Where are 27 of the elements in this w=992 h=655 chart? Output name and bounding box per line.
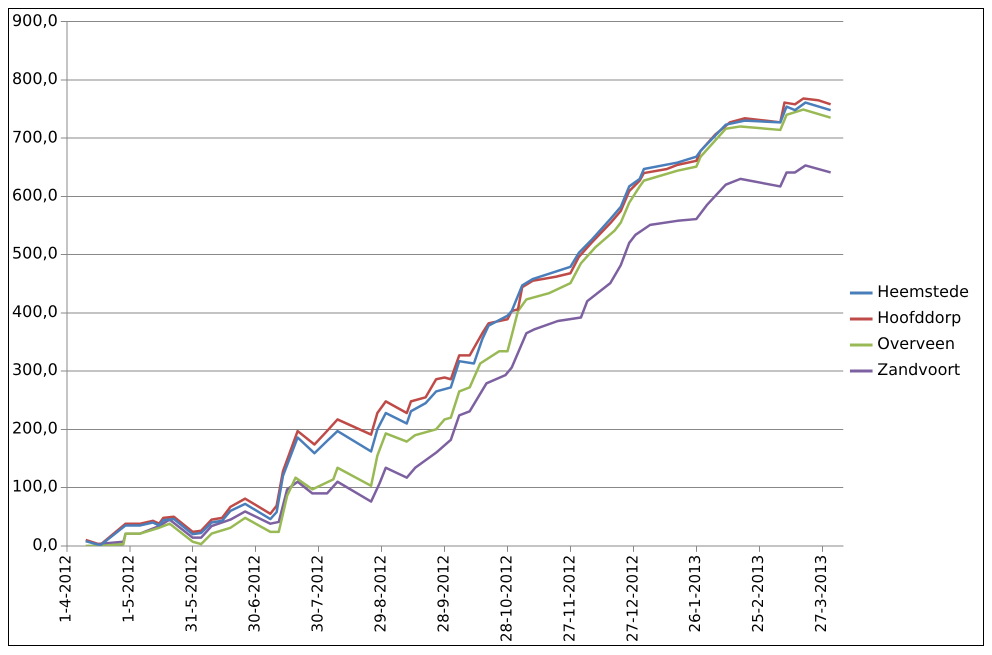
x-tick-label: 30-7-2012 — [308, 554, 327, 632]
legend-label: Overveen — [877, 334, 956, 354]
y-tick-label: 400,0 — [12, 302, 58, 321]
y-tick-label: 100,0 — [12, 476, 58, 496]
x-tick-label: 1-5-2012 — [120, 554, 138, 623]
y-tick-label: 700,0 — [12, 127, 58, 146]
y-tick-label: 500,0 — [12, 244, 58, 263]
x-tick-label: 28-9-2012 — [434, 554, 452, 632]
x-tick-label: 1-4-2012 — [56, 554, 75, 623]
x-tick-label: 26-1-2013 — [686, 554, 704, 632]
legend-label: Heemstede — [877, 282, 970, 302]
x-tick-label: 27-11-2012 — [560, 554, 578, 642]
y-tick-label: 0,0 — [32, 534, 58, 554]
y-tick-label: 200,0 — [12, 418, 58, 438]
y-tick-label: 600,0 — [12, 186, 58, 204]
legend-label: Hoofddorp — [877, 308, 962, 328]
legend-label: Zandvoort — [877, 360, 960, 380]
x-tick-label: 31-5-2012 — [182, 554, 201, 632]
x-tick-label: 30-6-2012 — [246, 554, 264, 632]
x-tick-label: 29-8-2012 — [371, 554, 390, 632]
x-tick-label: 27-3-2013 — [812, 554, 830, 632]
y-tick-label: 800,0 — [12, 69, 58, 88]
x-tick-label: 27-12-2012 — [623, 554, 642, 642]
x-tick-label: 25-2-2013 — [749, 554, 768, 632]
x-tick-label: 28-10-2012 — [497, 554, 516, 642]
y-tick-label: 900,0 — [12, 10, 58, 30]
y-tick-label: 300,0 — [12, 360, 58, 380]
